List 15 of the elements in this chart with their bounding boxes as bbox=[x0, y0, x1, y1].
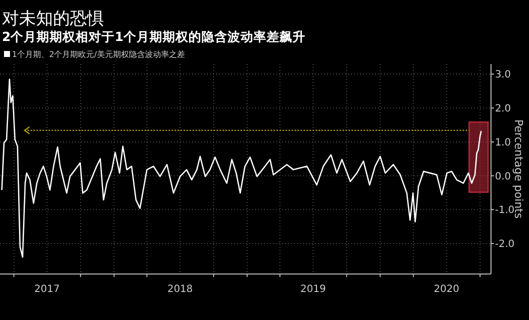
x-tick-label: 2020 bbox=[434, 284, 460, 295]
y-tick-label: -2.0 bbox=[495, 239, 515, 250]
x-tick-label: 2017 bbox=[34, 284, 60, 295]
chart-title: 对未知的恐惧 bbox=[2, 9, 104, 29]
y-axis-title: Percentage points bbox=[512, 119, 525, 219]
legend-label: 1个月期、2个月期欧元/美元期权隐含波动率之差 bbox=[12, 50, 185, 59]
y-tick-label: 1.0 bbox=[495, 137, 511, 148]
line-series bbox=[1, 78, 482, 258]
y-tick-label: 2.0 bbox=[495, 104, 511, 115]
y-tick-label: -1.0 bbox=[495, 205, 515, 216]
x-tick-label: 2018 bbox=[167, 284, 193, 295]
x-tick-label: 2019 bbox=[300, 284, 326, 295]
y-tick-label: 0.0 bbox=[495, 171, 511, 182]
chart-subtitle: 2个月期期权相对于1个月期期权的隐含波动率差飙升 bbox=[2, 29, 306, 44]
y-tick-label: 3.0 bbox=[495, 70, 511, 81]
